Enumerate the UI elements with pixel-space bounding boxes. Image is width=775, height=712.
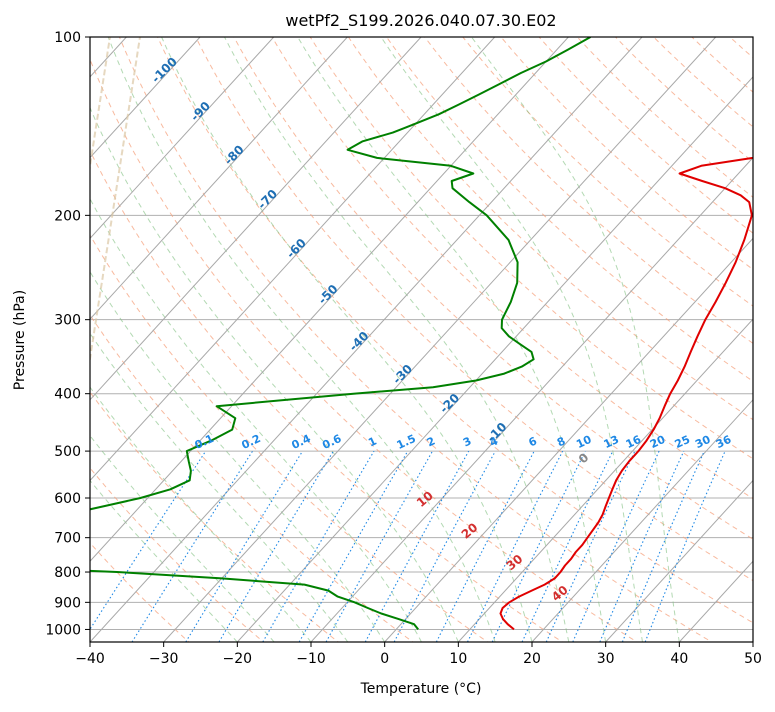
x-tick-label: 30 bbox=[597, 651, 615, 667]
chart-title: wetPf2_S199.2026.040.07.30.E02 bbox=[285, 11, 556, 31]
x-tick-label: 10 bbox=[449, 651, 467, 667]
y-tick-label: 300 bbox=[54, 313, 81, 329]
y-axis-label: Pressure (hPa) bbox=[12, 290, 28, 390]
x-tick-label: −30 bbox=[149, 651, 179, 667]
x-tick-label: −20 bbox=[223, 651, 253, 667]
y-tick-label: 1000 bbox=[45, 622, 81, 638]
x-tick-label: 0 bbox=[380, 651, 389, 667]
y-tick-label: 900 bbox=[54, 595, 81, 611]
y-tick-label: 500 bbox=[54, 444, 81, 460]
x-tick-label: −40 bbox=[75, 651, 105, 667]
y-tick-label: 200 bbox=[54, 208, 81, 224]
x-tick-label: 40 bbox=[670, 651, 688, 667]
x-tick-label: −10 bbox=[296, 651, 326, 667]
y-tick-label: 600 bbox=[54, 491, 81, 507]
y-tick-label: 700 bbox=[54, 531, 81, 547]
y-tick-label: 100 bbox=[54, 30, 81, 46]
x-tick-label: 20 bbox=[523, 651, 541, 667]
x-axis-label: Temperature (°C) bbox=[360, 681, 482, 697]
x-tick-label: 50 bbox=[744, 651, 762, 667]
y-tick-label: 800 bbox=[54, 565, 81, 581]
y-tick-label: 400 bbox=[54, 387, 81, 403]
